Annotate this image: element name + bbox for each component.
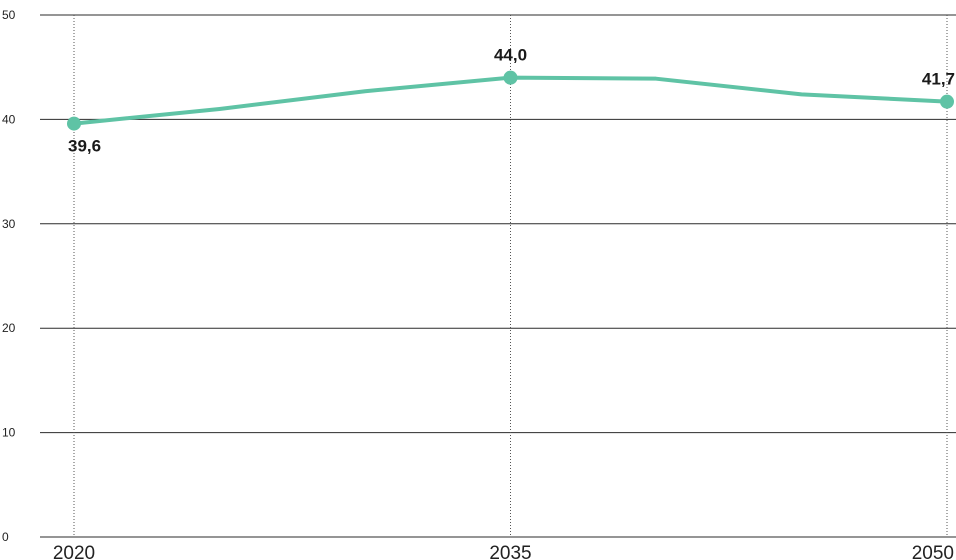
y-axis-ticks: 0 10 20 30 40 50 bbox=[2, 8, 16, 544]
y-tick-label: 40 bbox=[2, 112, 16, 126]
y-tick-label: 50 bbox=[2, 8, 16, 22]
x-axis-ticks: 2020 2035 2050 bbox=[53, 15, 954, 560]
y-tick-label: 0 bbox=[2, 530, 9, 544]
data-point-marker bbox=[940, 94, 954, 109]
data-label: 44,0 bbox=[494, 46, 527, 65]
y-tick-label: 20 bbox=[2, 321, 16, 335]
data-label: 39,6 bbox=[68, 137, 101, 156]
y-tick-label: 10 bbox=[2, 426, 16, 440]
data-label: 41,7 bbox=[922, 70, 955, 89]
x-tick-label: 2035 bbox=[489, 543, 531, 560]
x-tick-label: 2050 bbox=[912, 543, 954, 560]
data-point-marker bbox=[503, 70, 518, 85]
data-labels: 39,6 44,0 41,7 bbox=[67, 46, 955, 156]
data-point-marker bbox=[67, 116, 81, 131]
x-tick-label: 2020 bbox=[53, 543, 95, 560]
y-tick-label: 30 bbox=[2, 217, 16, 231]
gridlines bbox=[40, 14, 956, 538]
